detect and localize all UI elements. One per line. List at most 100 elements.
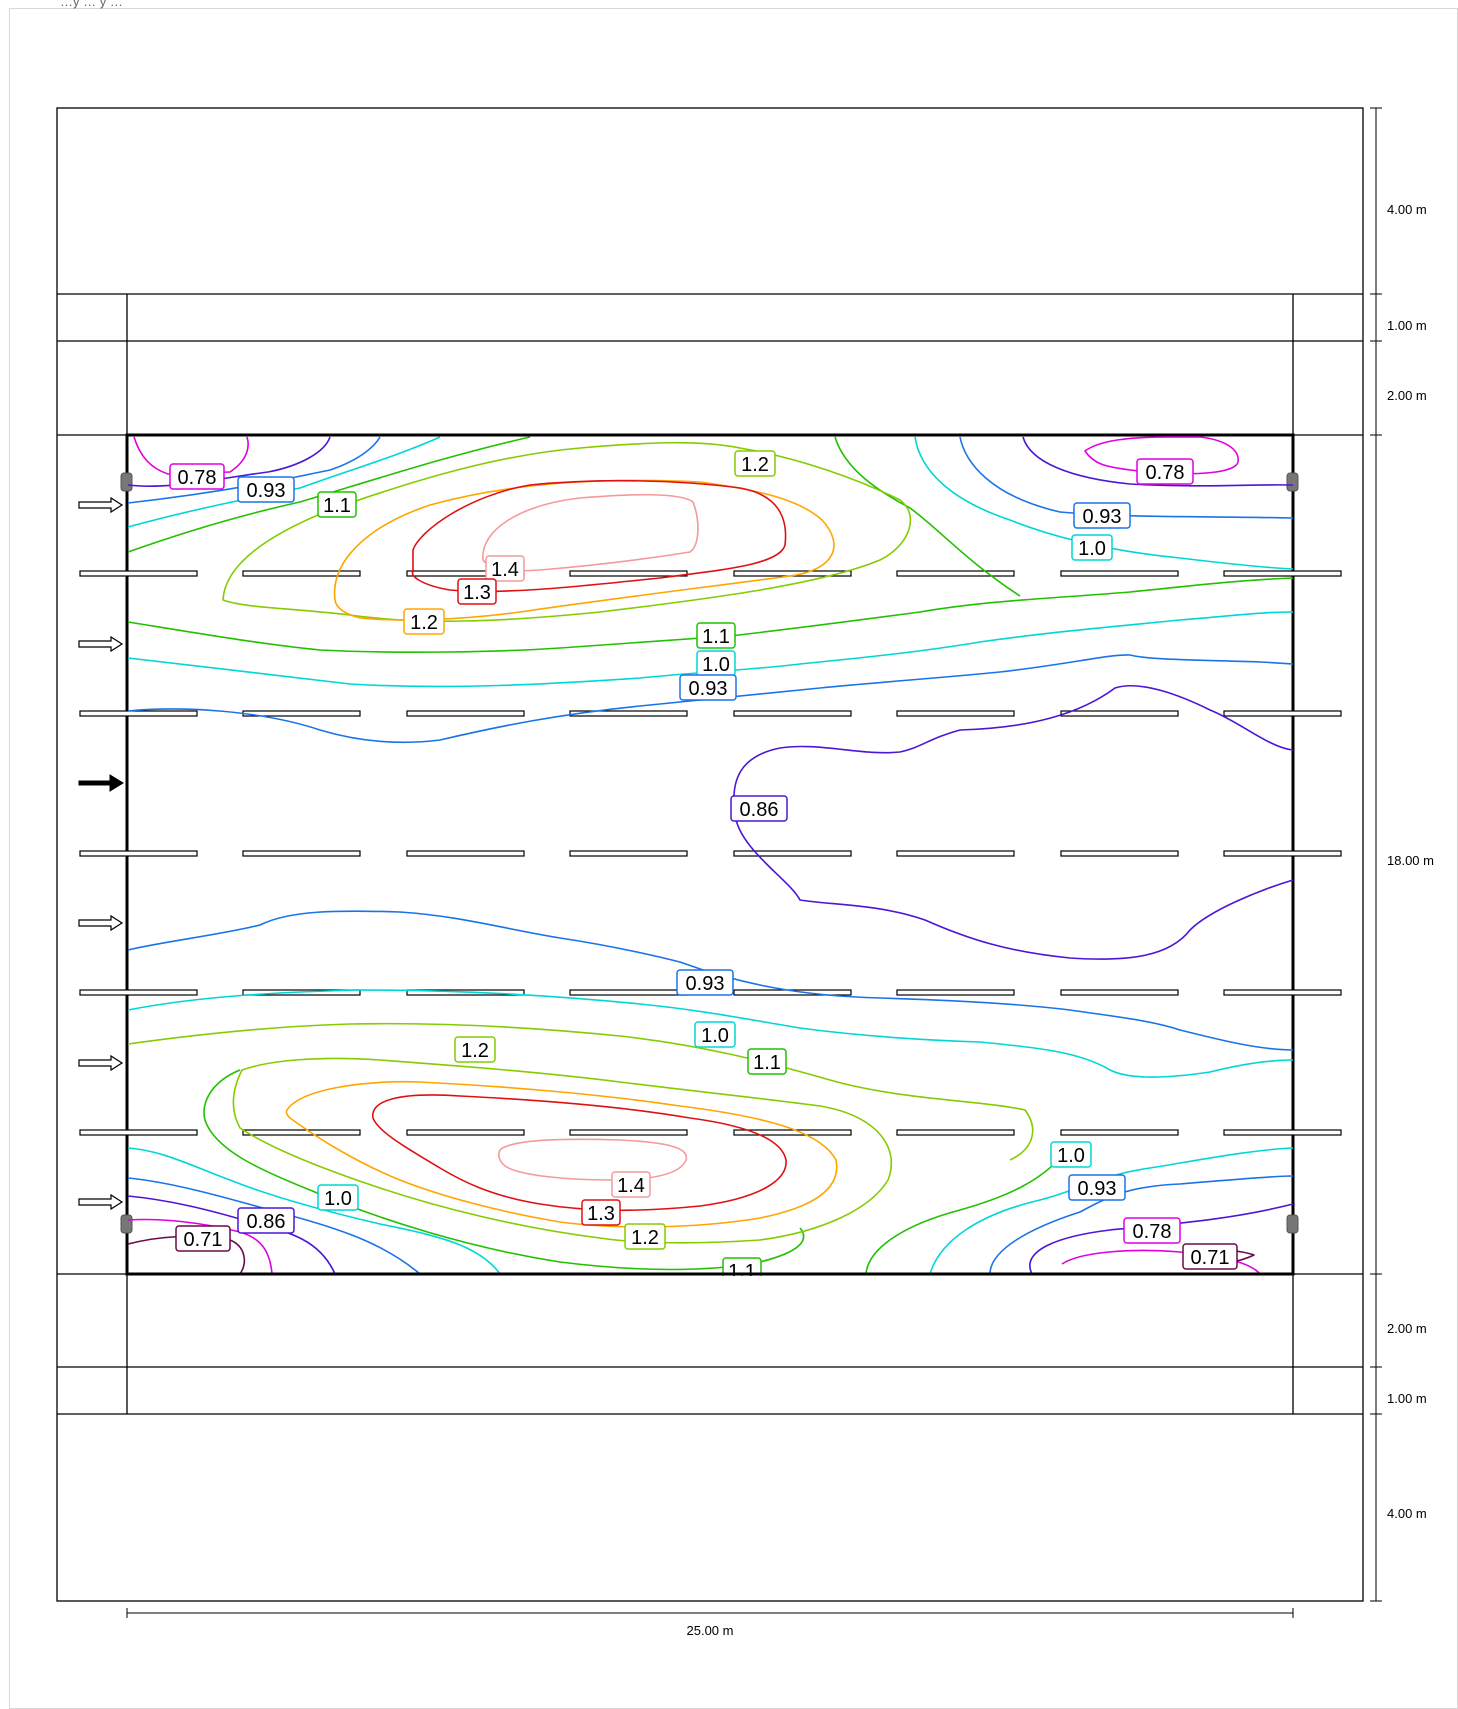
svg-text:1.4: 1.4 (617, 1175, 645, 1197)
svg-text:1.2: 1.2 (631, 1227, 659, 1249)
svg-text:1.0: 1.0 (702, 654, 730, 676)
svg-text:0.93: 0.93 (689, 678, 728, 700)
dimension-label: 1.00 m (1387, 318, 1427, 333)
contour-label: 0.93 (237, 476, 295, 503)
luminaire-icon (1286, 472, 1299, 492)
svg-text:0.93: 0.93 (247, 480, 286, 502)
svg-text:0.71: 0.71 (1191, 1247, 1230, 1269)
contour-1-2-orange (333, 479, 835, 621)
dimension-label: 2.00 m (1387, 388, 1427, 403)
contour-1-0 (127, 436, 441, 528)
svg-text:1.0: 1.0 (701, 1025, 729, 1047)
contour-label: 0.86 (730, 795, 788, 822)
luminaire-icon (1286, 1214, 1299, 1234)
svg-text:0.86: 0.86 (740, 799, 779, 821)
contour-labels: 0.78 0.93 1.1 1.2 1.4 1.3 1.2 0.78 0.93 … (169, 450, 1238, 1284)
svg-text:0.86: 0.86 (247, 1211, 286, 1233)
luminaire-icon (120, 472, 133, 492)
svg-text:1.3: 1.3 (463, 582, 491, 604)
contour-label: 1.3 (457, 578, 497, 605)
contour-label: 1.0 (1071, 534, 1113, 561)
contour-label: 0.78 (169, 463, 225, 490)
bottom-dimension-line (126, 1608, 1294, 1618)
page-frame (9, 8, 1458, 1709)
contour-label: 1.0 (694, 1021, 736, 1048)
svg-text:0.93: 0.93 (686, 973, 725, 995)
bottom-edge-mask (700, 1276, 780, 1288)
contour-label: 0.71 (175, 1225, 231, 1252)
arrow-icon (78, 1193, 124, 1211)
contour-0-86 (733, 684, 1294, 960)
arrow-icon (78, 496, 124, 514)
arrow-icon (78, 635, 124, 653)
contour-0-86 (1022, 436, 1294, 487)
contour-0-93 (127, 654, 1294, 744)
dimension-label: 4.00 m (1387, 202, 1427, 217)
contour-1-2 (222, 441, 912, 622)
dimension-label: 18.00 m (1387, 853, 1434, 868)
contour-1-0 (127, 1147, 501, 1275)
contour-0-93 (127, 910, 1294, 1051)
dimension-label: 2.00 m (1387, 1321, 1427, 1336)
svg-text:1.1: 1.1 (323, 495, 351, 517)
contour-label: 1.2 (624, 1223, 666, 1250)
contour-label: 1.1 (317, 491, 357, 518)
header-partial-text: …y … y … (60, 0, 123, 9)
svg-text:0.78: 0.78 (178, 467, 217, 489)
contour-1-1 (865, 1157, 1061, 1275)
contour-label: 1.3 (581, 1199, 621, 1226)
contour-1-2-orange (285, 1080, 838, 1228)
contour-0-93 (959, 436, 1294, 519)
contour-0-78 (1061, 1249, 1261, 1275)
contour-label: 0.93 (679, 674, 737, 701)
arrow-icon (78, 914, 124, 932)
svg-text:0.78: 0.78 (1146, 462, 1185, 484)
contour-label: 0.78 (1136, 458, 1194, 485)
contour-label: 1.2 (403, 608, 445, 635)
contour-label: 1.4 (611, 1171, 651, 1198)
contour-1-2 (127, 1022, 1034, 1161)
svg-text:1.2: 1.2 (461, 1040, 489, 1062)
contour-label: 1.0 (1050, 1141, 1092, 1168)
svg-text:0.71: 0.71 (184, 1229, 223, 1251)
arrow-icon-filled (78, 774, 124, 792)
svg-text:1.0: 1.0 (1078, 538, 1106, 560)
svg-text:0.78: 0.78 (1133, 1221, 1172, 1243)
contour-0-86 (127, 436, 331, 487)
contour-label: 1.2 (454, 1036, 496, 1063)
svg-text:1.4: 1.4 (491, 559, 519, 581)
contour-label: 1.2 (734, 450, 776, 477)
svg-text:0.93: 0.93 (1078, 1178, 1117, 1200)
svg-text:1.3: 1.3 (587, 1203, 615, 1225)
contour-0-86 (1029, 1203, 1294, 1275)
contour-0-78 (127, 1218, 273, 1275)
contour-1-0 (127, 989, 1294, 1078)
contour-label: 1.4 (485, 555, 525, 582)
svg-text:1.0: 1.0 (1057, 1145, 1085, 1167)
contour-0-78 (1084, 436, 1239, 475)
contour-0-86 (127, 1195, 336, 1275)
contour-label: 0.78 (1123, 1217, 1181, 1244)
contour-0-93 (127, 436, 381, 504)
contour-label: 1.1 (696, 622, 736, 649)
dimension-label: 4.00 m (1387, 1506, 1427, 1521)
contour-1-1 (127, 436, 531, 553)
contour-1-0 (127, 611, 1294, 688)
right-dimension-labels: 4.00 m 1.00 m 2.00 m 18.00 m 2.00 m 1.00… (1387, 202, 1434, 1521)
contour-label: 1.1 (747, 1048, 787, 1075)
contour-1-1 (203, 1069, 805, 1271)
svg-text:0.93: 0.93 (1083, 506, 1122, 528)
contour-label: 1.0 (696, 650, 736, 677)
svg-text:1.2: 1.2 (741, 454, 769, 476)
svg-text:1.1: 1.1 (702, 626, 730, 648)
svg-text:1.0: 1.0 (324, 1188, 352, 1210)
arrow-icon (78, 1054, 124, 1072)
luminaire-icon (120, 1214, 133, 1234)
contour-label: 0.93 (1073, 502, 1131, 529)
right-dimension-line (1370, 107, 1382, 1602)
contour-label: 0.93 (1068, 1174, 1126, 1201)
contour-label: 0.86 (237, 1207, 295, 1234)
contour-label: 0.93 (676, 969, 734, 996)
contour-1-3 (372, 1094, 787, 1212)
